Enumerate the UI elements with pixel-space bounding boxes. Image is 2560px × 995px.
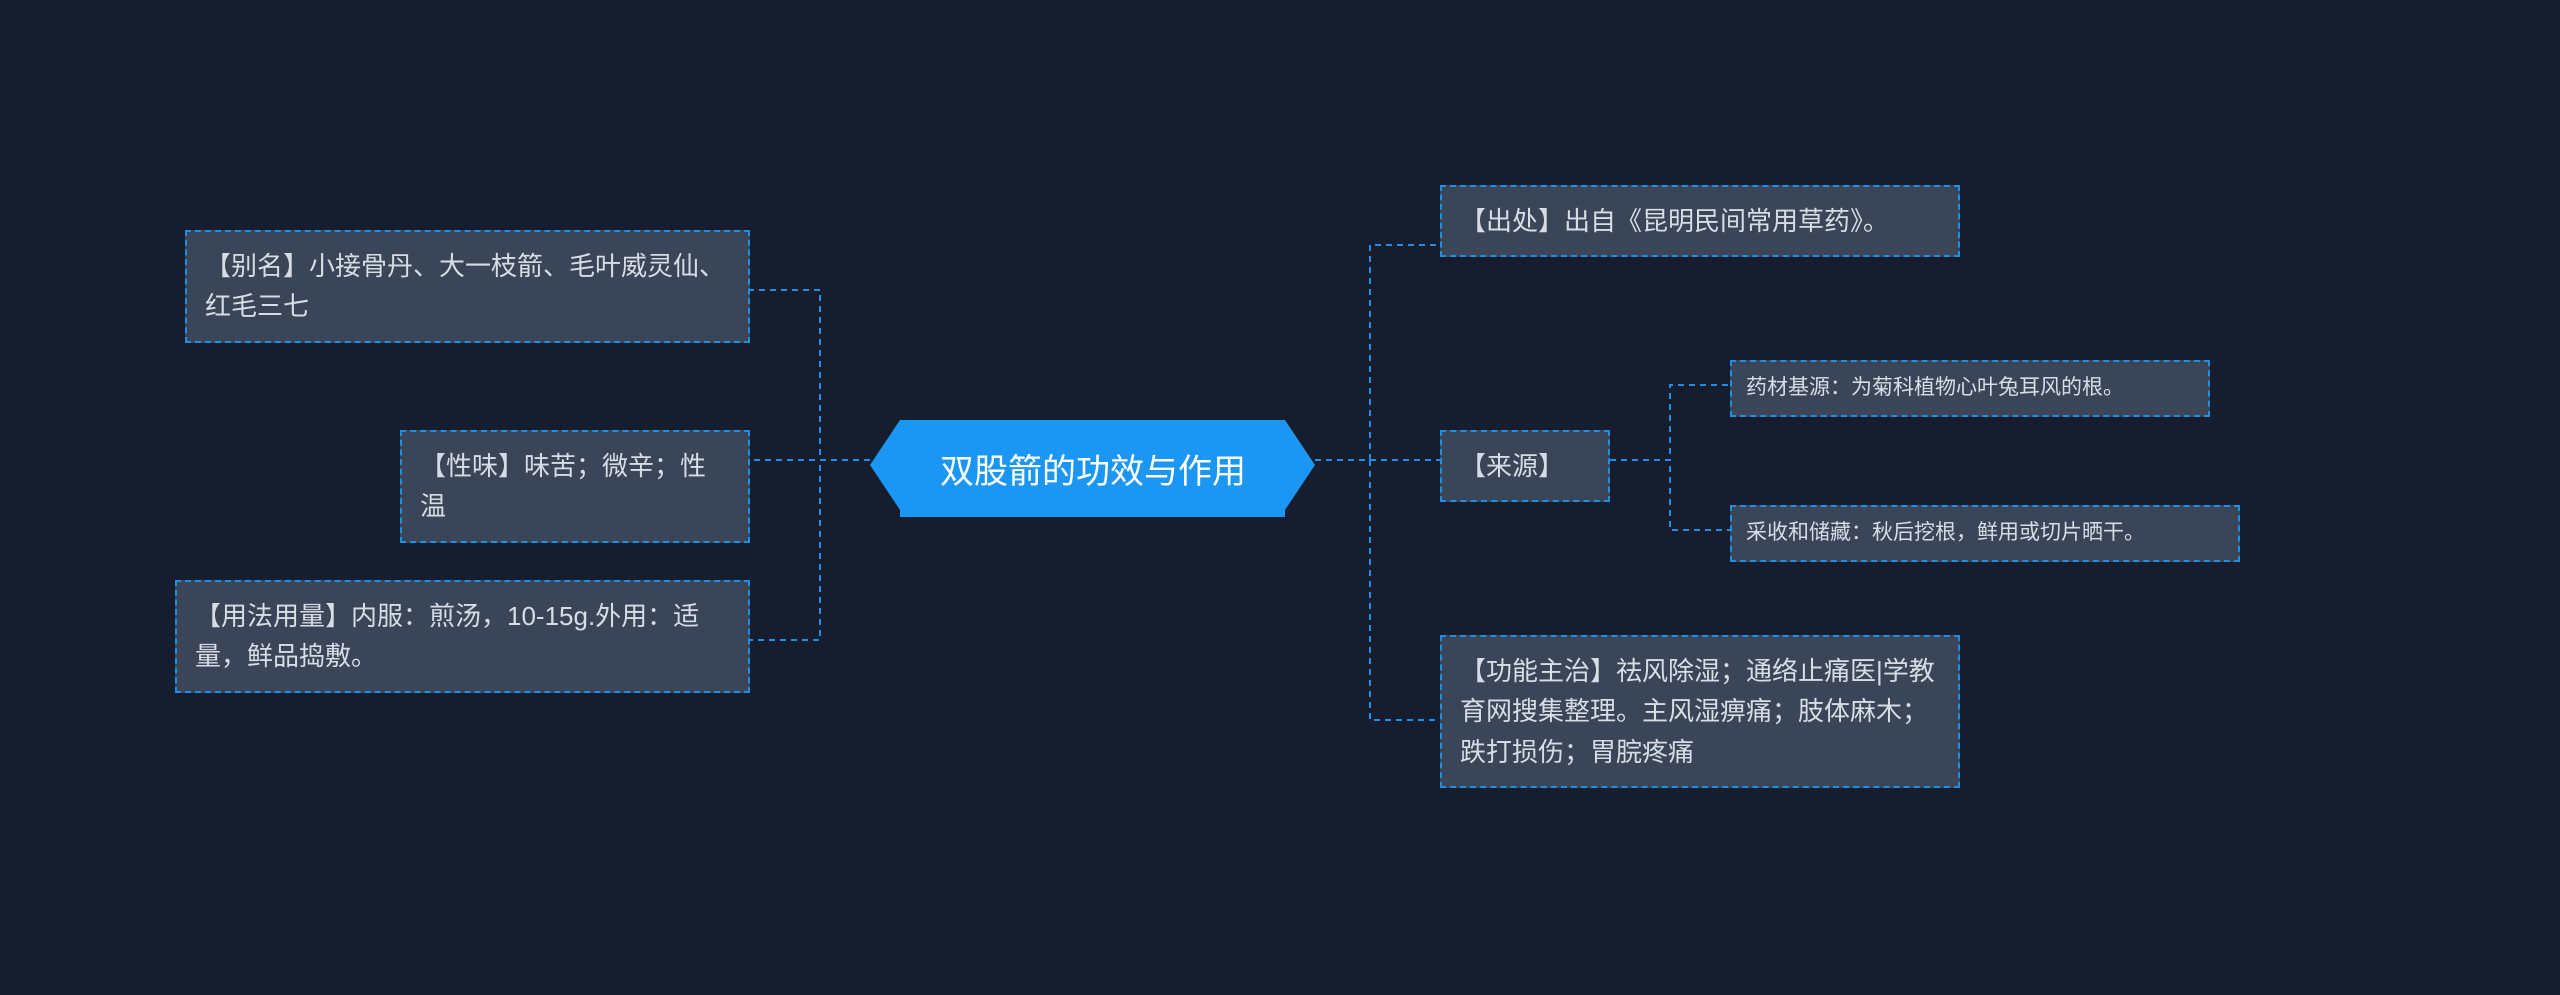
node-taste-text: 【性味】味苦；微辛；性温 <box>420 451 706 521</box>
center-text: 双股箭的功效与作用 <box>940 453 1246 491</box>
node-usage-text: 【用法用量】内服：煎汤，10-15g.外用：适量，鲜品捣敷。 <box>195 601 699 671</box>
node-source-child-2: 采收和储藏：秋后挖根，鲜用或切片晒干。 <box>1730 505 2240 562</box>
center-cap-right <box>1285 420 1315 510</box>
node-source-child-1: 药材基源：为菊科植物心叶兔耳风的根。 <box>1730 360 2210 417</box>
node-source-text: 【来源】 <box>1460 451 1564 481</box>
node-function: 【功能主治】祛风除湿；通络止痛医|学教育网搜集整理。主风湿痹痛；肢体麻木；跌打损… <box>1440 635 1960 788</box>
node-src1-text: 药材基源：为菊科植物心叶兔耳风的根。 <box>1746 376 2124 399</box>
mindmap-canvas: 双股箭的功效与作用 【别名】小接骨丹、大一枝箭、毛叶威灵仙、红毛三七 【性味】味… <box>0 0 2560 995</box>
node-alias-text: 【别名】小接骨丹、大一枝箭、毛叶威灵仙、红毛三七 <box>205 251 725 321</box>
center-node: 双股箭的功效与作用 <box>900 420 1285 517</box>
node-origin-text: 【出处】出自《昆明民间常用草药》。 <box>1460 206 1889 236</box>
center-cap-left <box>870 420 900 510</box>
node-source: 【来源】 <box>1440 430 1610 502</box>
node-taste: 【性味】味苦；微辛；性温 <box>400 430 750 543</box>
node-alias: 【别名】小接骨丹、大一枝箭、毛叶威灵仙、红毛三七 <box>185 230 750 343</box>
node-src2-text: 采收和储藏：秋后挖根，鲜用或切片晒干。 <box>1746 521 2145 544</box>
node-function-text: 【功能主治】祛风除湿；通络止痛医|学教育网搜集整理。主风湿痹痛；肢体麻木；跌打损… <box>1460 656 1935 767</box>
node-origin: 【出处】出自《昆明民间常用草药》。 <box>1440 185 1960 257</box>
node-usage: 【用法用量】内服：煎汤，10-15g.外用：适量，鲜品捣敷。 <box>175 580 750 693</box>
